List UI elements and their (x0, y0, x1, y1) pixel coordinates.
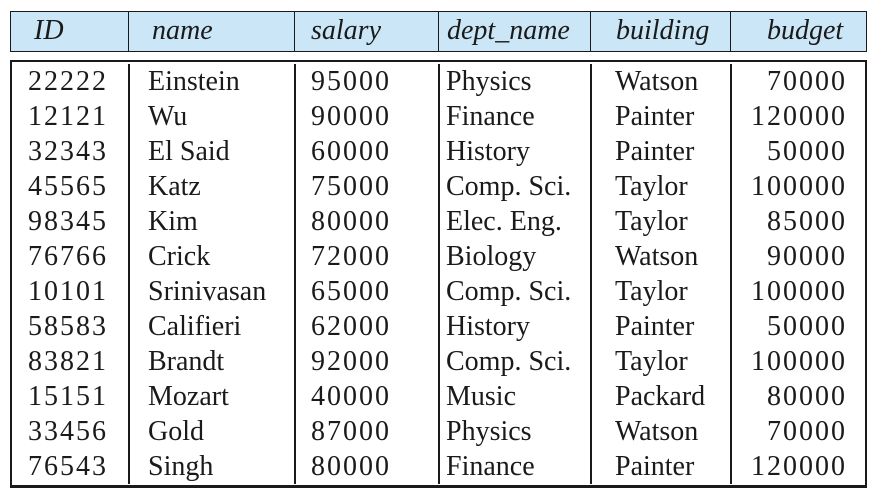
cell-building: Painter (592, 99, 732, 134)
cell-name: Wu (130, 99, 296, 134)
cell-building: Taylor (592, 274, 732, 309)
cell-dept_name: Elec. Eng. (440, 204, 592, 239)
cell-building: Painter (592, 134, 732, 169)
cell-dept_name: Finance (440, 99, 592, 134)
cell-id: 76543 (12, 449, 130, 484)
cell-budget: 50000 (767, 311, 847, 342)
cell-id: 83821 (12, 344, 130, 379)
column-header-name: name (129, 12, 295, 51)
cell-budget: 70000 (767, 66, 847, 97)
cell-building: Packard (592, 379, 732, 414)
cell-salary: 87000 (296, 414, 440, 449)
cell-id: 32343 (12, 134, 130, 169)
cell-building: Watson (592, 64, 732, 99)
column-header-salary: salary (295, 12, 439, 51)
table-row: 33456 Gold 87000 Physics Watson 70000 (12, 414, 865, 449)
cell-budget: 85000 (767, 206, 847, 237)
cell-budget: 80000 (767, 381, 847, 412)
table-row: 83821 Brandt 92000 Comp. Sci. Taylor 100000 (12, 344, 865, 379)
cell-salary: 60000 (296, 134, 440, 169)
cell-salary: 72000 (296, 239, 440, 274)
column-header-building: building (591, 12, 731, 51)
relation-table: ID name salary dept_name building budget… (10, 11, 867, 488)
cell-dept_name: Music (440, 379, 592, 414)
cell-salary: 65000 (296, 274, 440, 309)
table-row: 10101 Srinivasan 65000 Comp. Sci. Taylor 1000… (12, 274, 865, 309)
cell-budget: 100000 (751, 171, 847, 202)
cell-budget: 90000 (767, 241, 847, 272)
cell-name: Califieri (130, 309, 296, 344)
cell-budget: 120000 (751, 101, 847, 132)
cell-salary: 92000 (296, 344, 440, 379)
cell-name: Brandt (130, 344, 296, 379)
cell-id: 10101 (12, 274, 130, 309)
cell-salary: 90000 (296, 99, 440, 134)
cell-id: 98345 (12, 204, 130, 239)
column-header-id: ID (11, 12, 129, 51)
cell-dept_name: History (440, 134, 592, 169)
cell-budget: 70000 (767, 416, 847, 447)
table-row: 76766 Crick 72000 Biology Watson 90000 (12, 239, 865, 274)
cell-dept_name: History (440, 309, 592, 344)
cell-budget: 120000 (751, 451, 847, 482)
cell-salary: 75000 (296, 169, 440, 204)
cell-building: Taylor (592, 169, 732, 204)
cell-building: Painter (592, 449, 732, 484)
cell-id: 33456 (12, 414, 130, 449)
cell-name: Mozart (130, 379, 296, 414)
cell-building: Painter (592, 309, 732, 344)
table-row: 45565 Katz 75000 Comp. Sci. Taylor 100000 (12, 169, 865, 204)
cell-budget: 100000 (751, 346, 847, 377)
table-row: 76543 Singh 80000 Finance Painter 120000 (12, 449, 865, 484)
cell-building: Taylor (592, 344, 732, 379)
cell-dept_name: Comp. Sci. (440, 169, 592, 204)
cell-name: Gold (130, 414, 296, 449)
cell-id: 22222 (12, 64, 130, 99)
cell-id: 12121 (12, 99, 130, 134)
cell-salary: 95000 (296, 64, 440, 99)
table-header-row: ID name salary dept_name building budget (10, 11, 867, 52)
cell-id: 76766 (12, 239, 130, 274)
table-body: 22222 Einstein 95000 Physics Watson 70000 1212… (10, 60, 867, 488)
table-row: 98345 Kim 80000 Elec. Eng. Taylor 85000 (12, 204, 865, 239)
cell-dept_name: Finance (440, 449, 592, 484)
cell-name: Kim (130, 204, 296, 239)
cell-building: Watson (592, 414, 732, 449)
cell-name: Srinivasan (130, 274, 296, 309)
cell-name: El Said (130, 134, 296, 169)
table-row: 32343 El Said 60000 History Painter 50000 (12, 134, 865, 169)
cell-budget: 100000 (751, 276, 847, 307)
cell-salary: 80000 (296, 449, 440, 484)
table-row: 12121 Wu 90000 Finance Painter 120000 (12, 99, 865, 134)
cell-budget: 50000 (767, 136, 847, 167)
cell-salary: 62000 (296, 309, 440, 344)
cell-name: Crick (130, 239, 296, 274)
cell-dept_name: Physics (440, 64, 592, 99)
column-header-dept-name: dept_name (439, 12, 591, 51)
cell-id: 45565 (12, 169, 130, 204)
cell-dept_name: Comp. Sci. (440, 274, 592, 309)
table-row: 58583 Califieri 62000 History Painter 50000 (12, 309, 865, 344)
cell-salary: 40000 (296, 379, 440, 414)
cell-id: 15151 (12, 379, 130, 414)
table-row: 15151 Mozart 40000 Music Packard 80000 (12, 379, 865, 414)
cell-building: Watson (592, 239, 732, 274)
cell-id: 58583 (12, 309, 130, 344)
cell-name: Einstein (130, 64, 296, 99)
cell-dept_name: Comp. Sci. (440, 344, 592, 379)
cell-name: Katz (130, 169, 296, 204)
cell-name: Singh (130, 449, 296, 484)
cell-salary: 80000 (296, 204, 440, 239)
table-row: 22222 Einstein 95000 Physics Watson 70000 (12, 64, 865, 99)
cell-dept_name: Biology (440, 239, 592, 274)
cell-dept_name: Physics (440, 414, 592, 449)
column-header-budget: budget (767, 15, 844, 46)
cell-building: Taylor (592, 204, 732, 239)
